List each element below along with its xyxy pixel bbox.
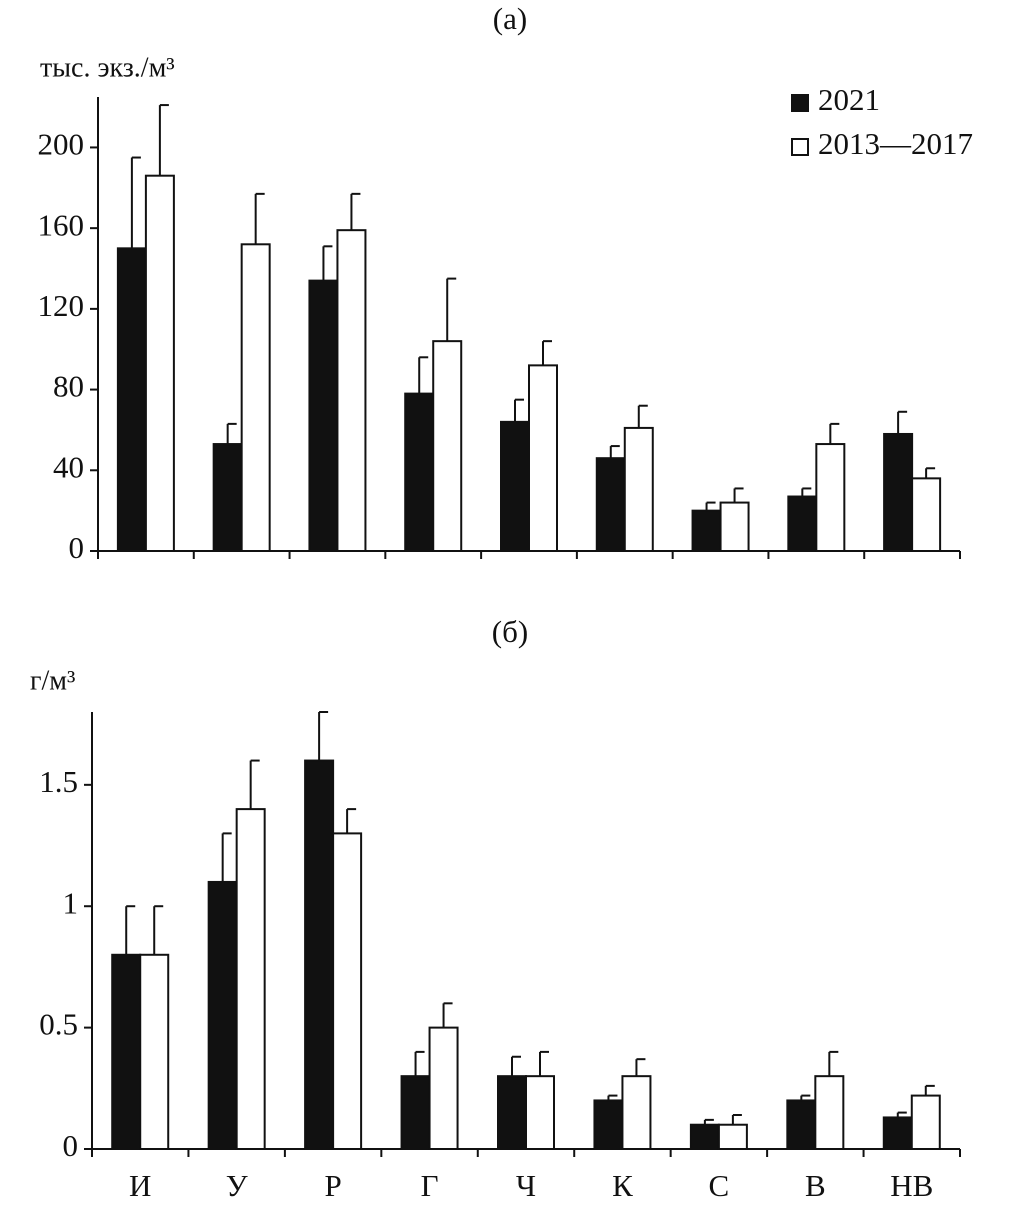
legend-label: 2013—2017 bbox=[818, 126, 973, 161]
bar bbox=[497, 1075, 527, 1150]
bar bbox=[623, 426, 654, 552]
bar bbox=[116, 247, 147, 552]
bar bbox=[336, 229, 367, 552]
bar bbox=[428, 1026, 459, 1150]
legend-label: 2021 bbox=[818, 82, 880, 117]
legend-swatch bbox=[791, 138, 809, 156]
x-tick-label: НВ bbox=[890, 1168, 933, 1203]
y-tick-label: 0 bbox=[63, 1128, 79, 1163]
x-tick-label: Ч bbox=[516, 1168, 536, 1203]
x-tick-label: В bbox=[805, 1168, 826, 1203]
bar bbox=[144, 174, 175, 552]
x-tick-label: И bbox=[129, 1168, 151, 1203]
bar bbox=[910, 1094, 941, 1150]
x-tick-label: К bbox=[612, 1168, 633, 1203]
bar bbox=[717, 1123, 748, 1150]
bar bbox=[883, 432, 914, 553]
y-tick-label: 0 bbox=[69, 530, 85, 565]
bar bbox=[400, 1075, 431, 1150]
bar bbox=[689, 1123, 720, 1150]
y-tick-label: 1 bbox=[63, 885, 79, 920]
y-axis-label: тыс. экз./м³ bbox=[40, 52, 175, 83]
bar bbox=[432, 340, 463, 553]
bar bbox=[139, 953, 170, 1150]
bar bbox=[814, 1075, 845, 1150]
bar bbox=[240, 243, 271, 552]
bar bbox=[787, 495, 818, 552]
y-tick-label: 200 bbox=[38, 127, 85, 162]
bar bbox=[593, 1099, 624, 1151]
bar bbox=[500, 420, 530, 552]
y-tick-label: 120 bbox=[38, 288, 85, 323]
y-axis-label: г/м³ bbox=[30, 665, 75, 696]
bar bbox=[332, 832, 363, 1151]
x-tick-label: Г bbox=[421, 1168, 439, 1203]
bar bbox=[207, 880, 238, 1150]
chart-title: (б) bbox=[492, 614, 528, 649]
bar bbox=[882, 1116, 913, 1150]
x-tick-label: С bbox=[709, 1168, 730, 1203]
bar bbox=[212, 443, 243, 552]
bar bbox=[786, 1099, 817, 1151]
bar bbox=[528, 364, 558, 552]
y-tick-label: 1.5 bbox=[39, 764, 78, 799]
bar bbox=[719, 501, 750, 552]
bar bbox=[621, 1075, 652, 1150]
bar bbox=[308, 279, 339, 552]
bar bbox=[304, 759, 335, 1150]
bar bbox=[525, 1075, 555, 1150]
x-tick-label: У bbox=[226, 1168, 248, 1203]
legend-swatch bbox=[791, 94, 809, 112]
bar bbox=[595, 457, 626, 552]
bar bbox=[911, 477, 942, 552]
y-tick-label: 80 bbox=[53, 369, 84, 404]
bar bbox=[235, 808, 266, 1150]
y-tick-label: 160 bbox=[38, 207, 85, 242]
bar bbox=[691, 509, 722, 552]
bar bbox=[404, 392, 435, 553]
bar bbox=[815, 443, 846, 552]
x-tick-label: Р bbox=[324, 1168, 341, 1203]
y-tick-label: 0.5 bbox=[39, 1007, 78, 1042]
y-tick-label: 40 bbox=[53, 449, 84, 484]
bar bbox=[111, 953, 142, 1150]
chart-title: (а) bbox=[493, 1, 527, 36]
